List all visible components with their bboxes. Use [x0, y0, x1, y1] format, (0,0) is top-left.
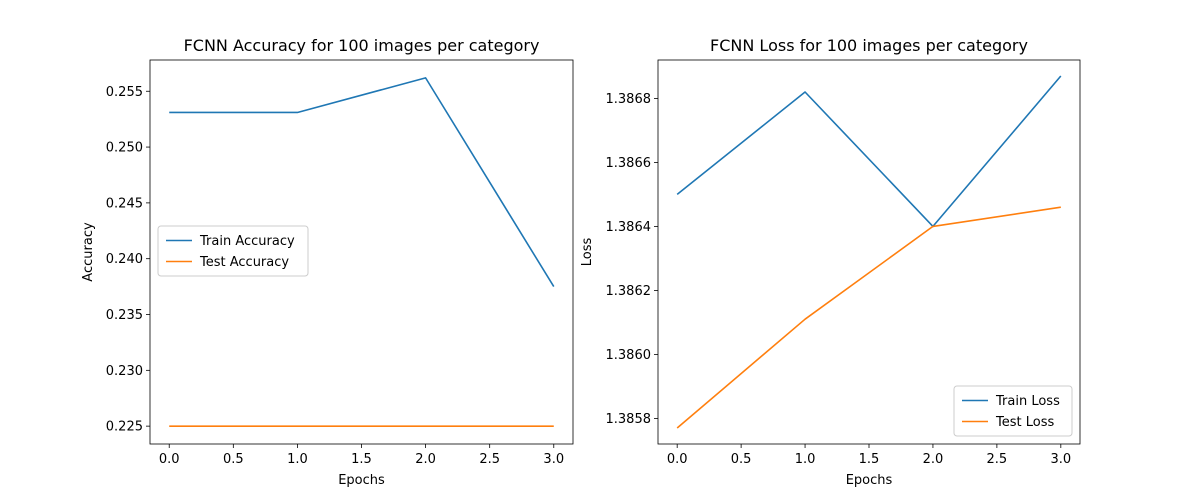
x-tick-label: 0.0	[159, 452, 180, 467]
legend: Train Accuracy Test Accuracy	[157, 225, 309, 277]
x-tick-label: 0.0	[667, 452, 688, 467]
chart-title: FCNN Loss for 100 images per category	[710, 36, 1028, 55]
legend-box	[157, 225, 309, 277]
series-line-1	[169, 77, 555, 288]
y-tick-label: 0.250	[106, 141, 143, 156]
legend: Train Loss Test Loss	[953, 385, 1073, 437]
y-tick-label: 0.230	[106, 364, 143, 379]
chart-panel-1: FCNN Accuracy for 100 images per categor…	[81, 36, 574, 488]
x-axis-label: Epochs	[338, 473, 385, 488]
chart-title: FCNN Accuracy for 100 images per categor…	[184, 36, 540, 55]
chart-panel-2: FCNN Loss for 100 images per category 0.0…	[580, 36, 1081, 488]
y-tick-label: 0.225	[106, 420, 143, 435]
y-axis-label: Accuracy	[81, 222, 96, 282]
x-tick-label: 1.0	[795, 452, 816, 467]
y-tick-label: 0.240	[106, 252, 143, 267]
legend-entry: Train Accuracy	[199, 234, 295, 249]
legend-entry: Test Accuracy	[199, 255, 289, 270]
y-tick-label: 1.3864	[606, 220, 652, 235]
legend-box	[953, 385, 1073, 437]
series-line-1	[676, 75, 1062, 228]
y-tick-label: 1.3860	[606, 348, 652, 363]
x-tick-label: 2.0	[923, 452, 944, 467]
x-tick-label: 0.5	[223, 452, 244, 467]
x-tick-label: 1.5	[351, 452, 372, 467]
series-line-2	[676, 206, 1061, 429]
y-tick-label: 1.3866	[606, 156, 652, 171]
y-tick-label: 1.3858	[606, 412, 652, 427]
x-tick-label: 0.5	[731, 452, 752, 467]
x-tick-label: 2.5	[987, 452, 1008, 467]
x-tick-label: 1.5	[859, 452, 880, 467]
x-tick-label: 1.0	[287, 452, 308, 467]
y-tick-label: 0.255	[106, 85, 143, 100]
x-axis-label: Epochs	[846, 473, 893, 488]
x-tick-label: 3.0	[1050, 452, 1071, 467]
y-axis-label: Loss	[580, 238, 595, 267]
x-tick-label: 2.5	[479, 452, 500, 467]
x-tick-label: 2.0	[415, 452, 436, 467]
y-tick-label: 0.245	[106, 196, 143, 211]
y-tick-label: 0.235	[106, 308, 143, 323]
x-tick-label: 3.0	[543, 452, 564, 467]
y-tick-label: 1.3862	[606, 284, 652, 299]
legend-entry: Train Loss	[995, 394, 1060, 409]
y-tick-label: 1.3868	[606, 92, 652, 107]
legend-entry: Test Loss	[995, 415, 1054, 430]
